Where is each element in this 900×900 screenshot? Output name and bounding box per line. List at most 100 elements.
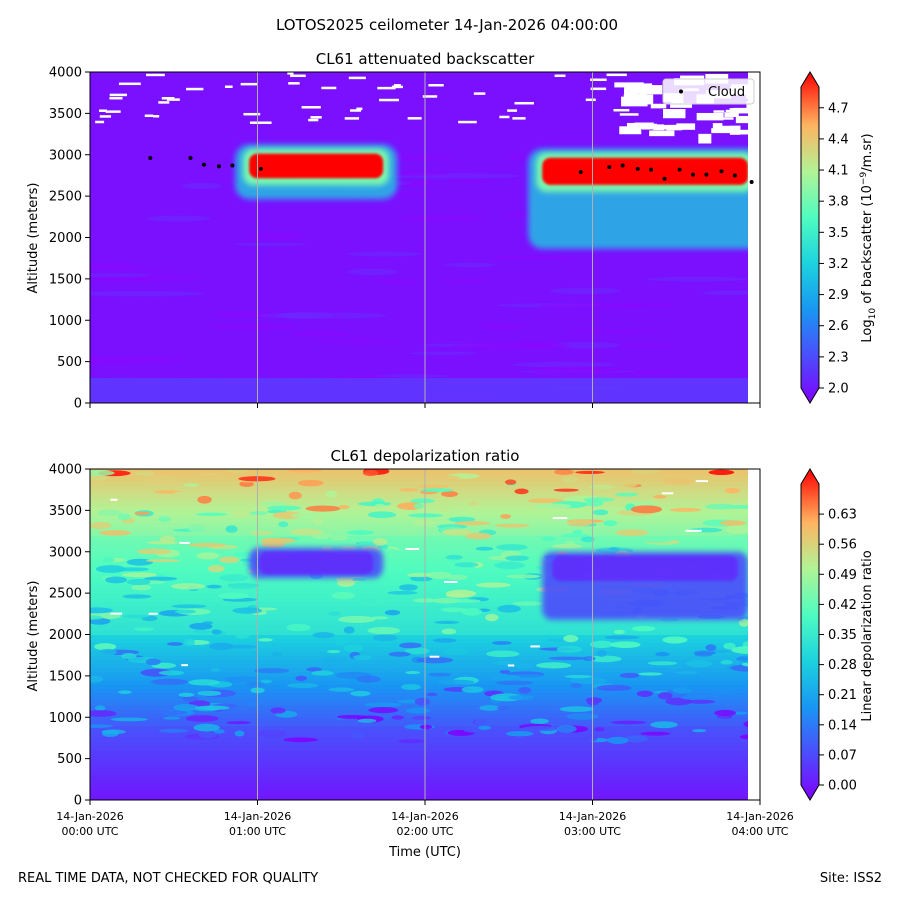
depol-blob [448,516,476,523]
depol-blob [336,714,368,719]
depol-cloud-core [259,551,374,575]
depol-blob [381,664,400,670]
depol-blob [144,576,178,581]
depol-band [90,779,748,785]
missing-data-patch [118,82,141,86]
depol-blob [213,729,225,734]
missing-data-patch [152,115,160,118]
depol-blob [566,713,599,720]
missing-data-patch [290,74,306,78]
depol-blob [614,492,639,497]
backscatter-colorbar-ticks: 2.0 2.3 2.6 2.9 3.2 3.5 3.8 4.1 4.4 4.7 [819,101,849,397]
depol-blob [196,552,220,560]
depol-blob [328,687,355,692]
backscatter-texture-blob [209,323,297,329]
missing-data-patch [240,82,258,86]
depol-blob [249,511,268,516]
depol-blob [647,661,678,666]
depol-blob [630,505,663,514]
missing-data-patch [724,112,739,118]
depol-blob [461,607,483,616]
depol-blob [183,638,195,647]
depol-blob [398,739,425,744]
depol-blob [305,505,341,512]
depol-band [90,568,748,574]
colorbar-tick-label: 0.07 [828,748,857,763]
depol-band [90,795,748,800]
backscatter-ground-layer [90,378,748,403]
depol-blob [662,636,688,644]
depol-blob [559,706,594,712]
depol-band [90,601,748,607]
depol-blob [343,644,364,653]
missing-data-patch [308,118,319,122]
cloud-point [578,170,583,175]
backscatter-texture-blob [528,366,622,374]
missing-data-patch [613,108,630,112]
depol-blob [183,698,196,703]
depol-blob [541,536,556,542]
depol-blob [328,611,342,616]
depol-blob [638,672,663,676]
depol-blob [384,609,401,616]
depol-blob [594,727,605,732]
depol-band [90,605,748,611]
depol-blob [374,503,385,508]
backscatter-ylabel: Altitude (meters) [26,183,41,294]
colorbar-tick-label: 0.21 [828,688,857,703]
backscatter-texture-blob [399,215,488,222]
depol-blob [533,503,572,510]
depol-band [90,522,748,528]
backscatter-texture-blob [444,262,496,268]
depol-blob [441,607,466,613]
depol-blob [513,661,533,669]
x-tick-date: 14-Jan-2026 [559,810,627,823]
missing-data-patch [712,123,723,129]
backscatter-texture-blob [409,351,478,355]
depol-band [90,791,748,797]
depolarization-colorbar: 0.00 0.07 0.14 0.21 0.28 0.35 0.42 0.49 0.56 0.63… [800,468,875,801]
y-tick-label: 1500 [49,669,82,684]
depol-blob [414,697,431,706]
y-tick-label: 3000 [49,148,82,163]
missing-data-patch [422,95,438,98]
depol-blob [98,648,117,656]
depol-blob [434,620,460,624]
depol-blob [733,534,748,538]
depol-blob [313,517,324,526]
depol-blob [287,469,323,473]
depol-band [90,493,748,499]
depol-blob [330,535,348,541]
depol-band [90,733,748,739]
depol-blob [518,687,532,694]
depol-blob [311,670,334,676]
cloud-point [635,166,640,171]
colorbar-tick-label: 3.8 [828,195,849,210]
depol-blob [391,715,404,720]
depol-blob [680,696,704,700]
depol-blob [622,480,638,488]
depol-blob [743,721,748,728]
depol-blob [183,483,199,487]
depol-blob [97,509,123,517]
depol-blob [504,479,517,485]
backscatter-texture-blob [90,360,139,364]
missing-data-patch [348,76,366,80]
depol-blob [497,705,510,711]
y-tick-label: 1000 [49,711,82,726]
depol-blob [512,601,544,606]
depol-blob [494,561,526,570]
depol-band [90,688,748,694]
x-tick-time: 04:00 UTC [731,825,788,838]
missing-data-patch [554,74,566,78]
depol-blob [660,477,696,485]
depol-blob [705,644,717,651]
depol-blob [685,699,716,704]
depol-blob [194,705,230,711]
depol-blob [343,626,355,634]
depolarization-panel: CL61 depolarization ratio 0 500 1000 1500 20… [26,447,875,860]
depol-blob [417,484,449,489]
depol-blob [306,667,322,672]
cloud-point [201,162,206,167]
backscatter-texture-blob [440,279,491,284]
